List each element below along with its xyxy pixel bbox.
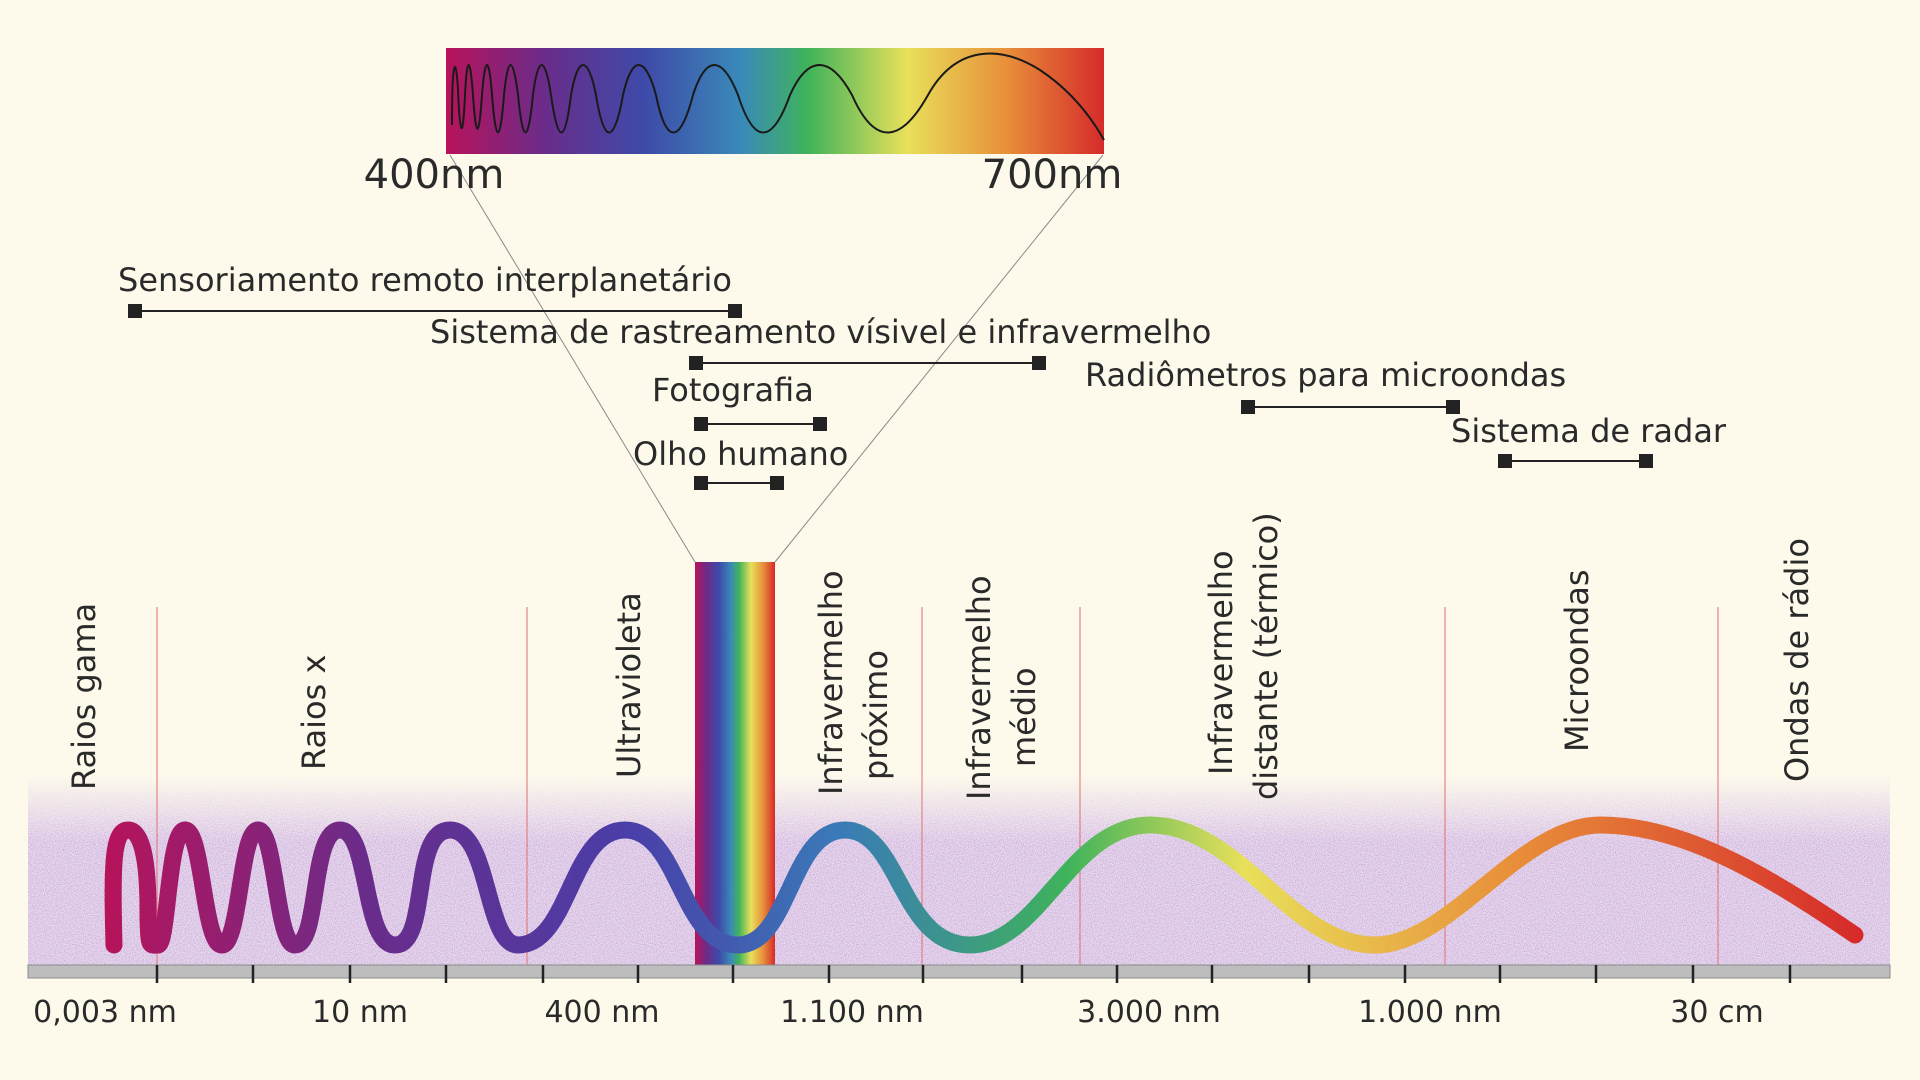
scale-labels: 0,003 nm 10 nm 400 nm 1.100 nm 3.000 nm … [33, 995, 1764, 1030]
application-label: Sistema de rastreamento vísivel e infrav… [430, 313, 1211, 351]
region-label-gamma: Raios gama [65, 603, 103, 790]
application-label: Sistema de radar [1451, 412, 1727, 450]
scale-label: 1.000 nm [1358, 995, 1502, 1030]
range-marker [128, 304, 142, 318]
region-label-near-ir: Infravermelho próximo [812, 560, 895, 795]
application-label: Sensoriamento remoto interplanetário [118, 261, 732, 299]
region-label-far-ir: Infravermelho distante (térmico) [1202, 512, 1285, 800]
region-label-mid-ir: Infravermelho médio [960, 565, 1043, 800]
range-marker [1241, 400, 1255, 414]
em-wave [104, 816, 1864, 954]
scale-label: 400 nm [544, 995, 659, 1030]
visible-wave [451, 52, 1105, 141]
scale-label: 30 cm [1670, 995, 1763, 1030]
application-ranges: Sensoriamento remoto interplanetário Sis… [118, 261, 1727, 490]
visible-spectrum-bar [446, 48, 1105, 154]
range-marker [689, 356, 703, 370]
range-marker [770, 476, 784, 490]
zoom-lines [449, 154, 1104, 563]
region-label-radio: Ondas de rádio [1778, 538, 1816, 782]
range-marker [813, 417, 827, 431]
range-marker [728, 304, 742, 318]
region-labels: Raios gama Raios x Ultravioleta Infraver… [65, 512, 1816, 800]
scale-label: 3.000 nm [1077, 995, 1221, 1030]
visible-band-column [695, 562, 775, 965]
scale-label: 10 nm [312, 995, 408, 1030]
application-label: Fotografia [652, 371, 814, 409]
scale-label: 1.100 nm [780, 995, 924, 1030]
visible-end-label: 700nm [982, 152, 1123, 198]
visible-start-label: 400nm [364, 152, 505, 198]
region-label-uv: Ultravioleta [610, 592, 648, 778]
application-label: Olho humano [633, 435, 848, 473]
range-marker [1032, 356, 1046, 370]
range-marker [1498, 454, 1512, 468]
range-marker [694, 417, 708, 431]
region-label-xray: Raios x [295, 655, 333, 770]
noise-band [28, 775, 1890, 965]
region-dividers [156, 607, 1719, 965]
range-marker [694, 476, 708, 490]
application-label: Radiômetros para microondas [1085, 356, 1566, 394]
region-label-microwave: Microondas [1558, 569, 1596, 752]
range-marker [1639, 454, 1653, 468]
scale-axis [27, 964, 1891, 983]
scale-label: 0,003 nm [33, 995, 177, 1030]
range-marker [1446, 400, 1460, 414]
